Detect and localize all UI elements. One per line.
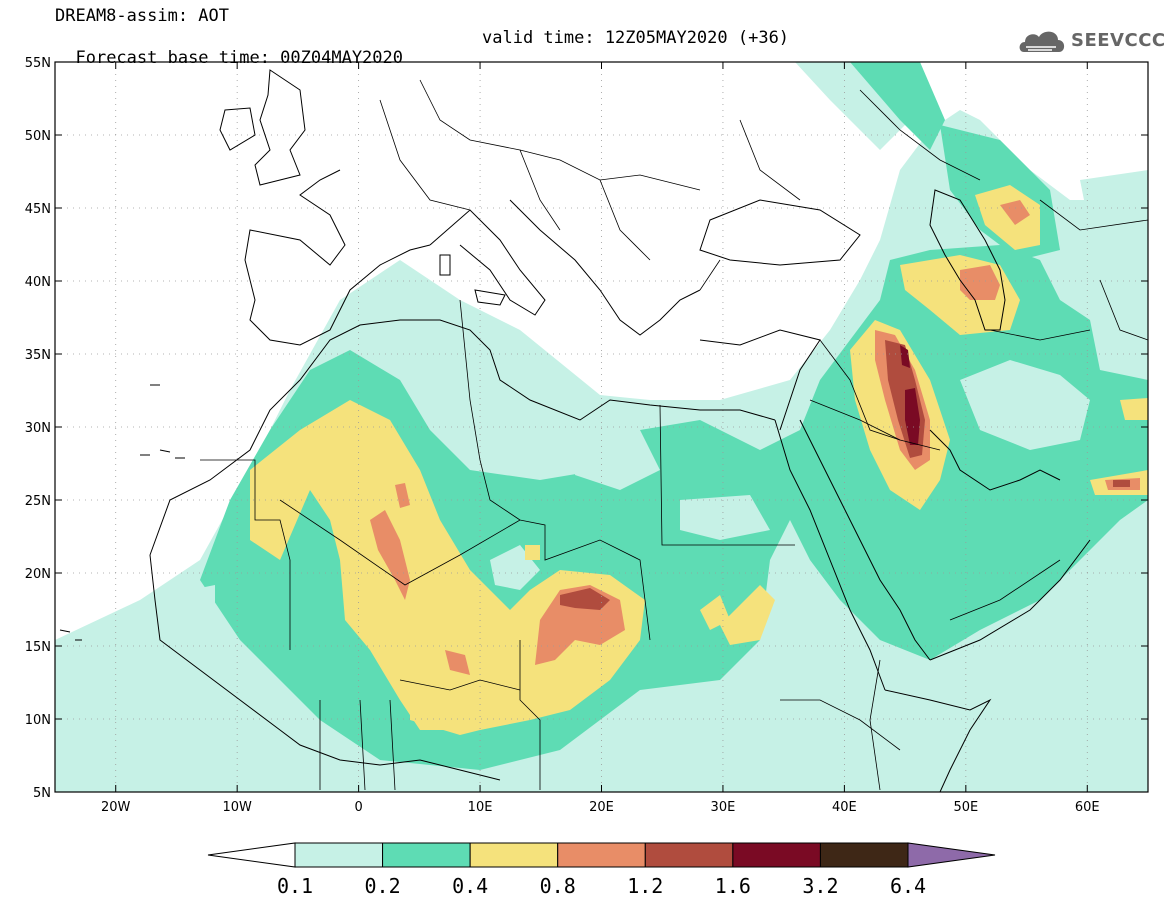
lat-label: 5N bbox=[33, 786, 51, 801]
map-axes: 55N 50N 45N 40N 35N 30N 25N 20N 15N 10N 5N 20W 10W 0 1… bbox=[25, 56, 1148, 815]
lon-label: 40E bbox=[832, 800, 857, 815]
country-borders bbox=[200, 79, 1148, 791]
colorbar-label: 1.6 bbox=[715, 874, 751, 898]
colorbar-segment bbox=[294, 842, 384, 868]
colorbar-segment bbox=[469, 842, 559, 868]
seevccc-logo: SEEVCCC bbox=[1016, 24, 1165, 58]
base-time-text: Forecast base time: 00Z04MAY2020 bbox=[75, 48, 403, 68]
colorbar-label: 3.2 bbox=[802, 874, 838, 898]
valid-time-text: valid time: 12Z05MAY2020 (+36) bbox=[482, 28, 790, 48]
colorbar-label: 0.2 bbox=[365, 874, 401, 898]
lon-label: 10E bbox=[468, 800, 493, 815]
lon-label: 20W bbox=[101, 800, 131, 815]
colorbar-segment bbox=[819, 842, 909, 868]
colorbar-label: 0.4 bbox=[452, 874, 488, 898]
lon-label: 50E bbox=[953, 800, 978, 815]
colorbar-segment bbox=[732, 842, 821, 868]
aot-shading bbox=[55, 62, 1148, 792]
colorbar-arrow-low bbox=[207, 842, 296, 868]
colorbar-segment bbox=[644, 842, 734, 868]
lon-label: 30E bbox=[711, 800, 736, 815]
lon-label: 20E bbox=[589, 800, 614, 815]
aot-field-1.6 bbox=[900, 345, 920, 445]
colorbar-label: 1.2 bbox=[627, 874, 663, 898]
lat-label: 40N bbox=[25, 275, 51, 290]
lat-label: 10N bbox=[25, 713, 51, 728]
lon-label: 0 bbox=[354, 800, 362, 815]
lat-label: 55N bbox=[25, 56, 51, 71]
lat-label: 50N bbox=[25, 129, 51, 144]
aot-field-0.1-patches bbox=[190, 360, 1090, 610]
aot-colorbar: 0.1 0.2 0.4 0.8 1.2 1.6 3.2 6.4 bbox=[207, 842, 996, 898]
logo-text: SEEVCCC bbox=[1071, 30, 1165, 51]
lat-label: 35N bbox=[25, 348, 51, 363]
lon-label: 60E bbox=[1075, 800, 1100, 815]
map-title: DREAM8-assim: AOT bbox=[55, 6, 229, 26]
lat-label: 15N bbox=[25, 640, 51, 655]
colorbar-label: 0.8 bbox=[540, 874, 576, 898]
lat-lon-grid bbox=[55, 62, 1148, 792]
lat-label: 25N bbox=[25, 494, 51, 509]
forecast-base-time: Forecast base time: 00Z04MAY2020 valid t… bbox=[55, 28, 789, 88]
colorbar-label: 6.4 bbox=[890, 874, 926, 898]
lon-label: 10W bbox=[222, 800, 252, 815]
colorbar-segment bbox=[382, 842, 471, 868]
coastlines bbox=[59, 69, 1091, 792]
colorbar-label: 0.1 bbox=[277, 874, 313, 898]
lat-label: 30N bbox=[25, 421, 51, 436]
colorbar-segment bbox=[557, 842, 646, 868]
lat-label: 20N bbox=[25, 567, 51, 582]
cloud-icon bbox=[1019, 31, 1065, 52]
colorbar-arrow-high bbox=[907, 842, 996, 868]
lat-label: 45N bbox=[25, 202, 51, 217]
